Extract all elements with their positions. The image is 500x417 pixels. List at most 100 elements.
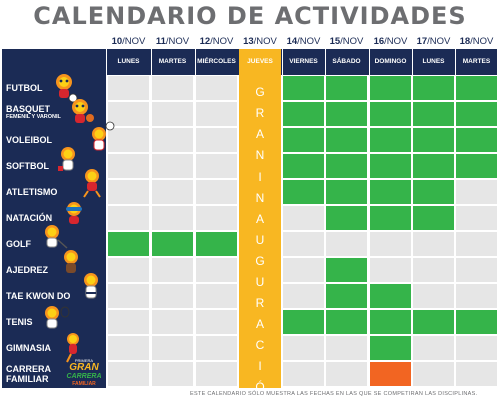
date-month: /NOV bbox=[210, 36, 234, 47]
competition-day-cell bbox=[412, 101, 455, 127]
competition-day-cell bbox=[282, 101, 325, 127]
sport-label: SOFTBOL bbox=[6, 161, 49, 171]
competition-day-cell bbox=[412, 75, 455, 101]
empty-day-cell bbox=[282, 335, 325, 361]
empty-day-cell bbox=[151, 75, 194, 101]
empty-day-cell bbox=[107, 257, 150, 283]
empty-day-cell bbox=[325, 231, 368, 257]
date-15: 15/NOV bbox=[325, 36, 368, 49]
sport-label: NATACIÓN bbox=[6, 213, 52, 223]
weekday-8: MARTES bbox=[462, 58, 491, 65]
empty-day-cell bbox=[151, 335, 194, 361]
date-day: 15 bbox=[329, 36, 341, 47]
empty-day-cell bbox=[107, 153, 150, 179]
weekday-header-bar bbox=[107, 49, 497, 75]
date-month: /NOV bbox=[340, 36, 364, 47]
mascot-softball-icon bbox=[58, 147, 75, 171]
logo-line-1: PRIMERA bbox=[74, 358, 94, 363]
empty-day-cell bbox=[282, 361, 325, 387]
sport-name: VOLEIBOL bbox=[6, 135, 53, 145]
empty-day-cell bbox=[151, 179, 194, 205]
competition-day-cell bbox=[325, 309, 368, 335]
empty-day-cell bbox=[195, 335, 238, 361]
page-title: CALENDARIO DE ACTIVIDADES bbox=[33, 2, 467, 30]
inauguracion-letter: I bbox=[258, 359, 262, 373]
inauguracion-letter: C bbox=[255, 338, 265, 352]
date-day: 12 bbox=[199, 36, 211, 47]
gran-letter: R bbox=[255, 106, 265, 120]
competition-day-cell bbox=[369, 283, 412, 309]
empty-day-cell bbox=[107, 283, 150, 309]
mascot-chess-icon bbox=[64, 250, 78, 273]
empty-day-cell bbox=[151, 153, 194, 179]
competition-day-cell bbox=[369, 127, 412, 153]
mascot-tennis-icon bbox=[45, 306, 70, 329]
competition-day-cell bbox=[325, 179, 368, 205]
empty-day-cell bbox=[455, 231, 498, 257]
sport-label: CARRERA FAMILIAR bbox=[6, 364, 51, 384]
gran-letter: A bbox=[255, 127, 264, 141]
logo-line-4: FAMILIAR bbox=[72, 381, 96, 387]
competition-day-cell bbox=[369, 335, 412, 361]
empty-day-cell bbox=[107, 309, 150, 335]
empty-day-cell bbox=[369, 231, 412, 257]
empty-day-cell bbox=[455, 361, 498, 387]
empty-day-cell bbox=[455, 179, 498, 205]
date-month: /NOV bbox=[297, 36, 321, 47]
empty-day-cell bbox=[195, 75, 238, 101]
weekday-6: DOMINGO bbox=[374, 58, 407, 65]
empty-day-cell bbox=[151, 101, 194, 127]
empty-day-cell bbox=[325, 335, 368, 361]
empty-day-cell bbox=[107, 101, 150, 127]
sports-label-panel bbox=[2, 49, 106, 388]
mascot-volleyball-icon bbox=[92, 121, 115, 151]
competition-day-cell bbox=[369, 75, 412, 101]
empty-day-cell bbox=[455, 205, 498, 231]
date-day: 14 bbox=[286, 36, 298, 47]
sport-name: TENIS bbox=[6, 317, 33, 327]
competition-day-cell bbox=[325, 101, 368, 127]
footer-note: ESTE CALENDARIO SÓLO MUESTRA LAS FECHAS … bbox=[190, 391, 478, 397]
sport-label: TAE KWON DO bbox=[6, 291, 70, 301]
sport-name: GOLF bbox=[6, 239, 31, 249]
date-16: 16/NOV bbox=[369, 36, 412, 49]
weekday-4: VIERNES bbox=[289, 58, 318, 65]
empty-day-cell bbox=[282, 205, 325, 231]
competition-day-cell bbox=[369, 179, 412, 205]
date-17: 17/NOV bbox=[412, 36, 455, 49]
inauguracion-letter: N bbox=[255, 191, 265, 205]
weekday-separator bbox=[412, 49, 413, 75]
competition-day-cell bbox=[455, 101, 498, 127]
empty-day-cell bbox=[325, 361, 368, 387]
competition-day-cell bbox=[325, 283, 368, 309]
empty-day-cell bbox=[107, 75, 150, 101]
competition-day-cell bbox=[325, 127, 368, 153]
mascot-taekwondo-icon bbox=[84, 273, 98, 299]
sport-label: GIMNASIA bbox=[6, 343, 51, 353]
weekday-separator bbox=[195, 49, 196, 75]
competition-day-cell bbox=[151, 231, 194, 257]
weekday-separator bbox=[325, 49, 326, 75]
inauguracion-letter: R bbox=[255, 296, 265, 310]
sport-name: BASQUET bbox=[6, 104, 51, 114]
sport-label: FUTBOL bbox=[6, 83, 43, 93]
empty-day-cell bbox=[282, 283, 325, 309]
sport-label: GOLF bbox=[6, 239, 31, 249]
empty-day-cell bbox=[151, 205, 194, 231]
empty-day-cell bbox=[412, 257, 455, 283]
date-14: 14/NOV bbox=[282, 36, 325, 49]
inauguracion-letter: U bbox=[255, 275, 265, 289]
date-12: 12/NOV bbox=[195, 36, 238, 49]
date-month: /NOV bbox=[384, 36, 408, 47]
competition-day-cell bbox=[455, 153, 498, 179]
date-day: 17 bbox=[416, 36, 428, 47]
competition-day-cell bbox=[282, 309, 325, 335]
date-month: /NOV bbox=[165, 36, 190, 47]
competition-day-cell bbox=[325, 257, 368, 283]
date-13: 13/NOV bbox=[239, 36, 281, 49]
empty-day-cell bbox=[195, 309, 238, 335]
inauguracion-letter: G bbox=[255, 254, 265, 268]
sport-name: SOFTBOL bbox=[6, 161, 49, 171]
competition-day-cell bbox=[282, 179, 325, 205]
